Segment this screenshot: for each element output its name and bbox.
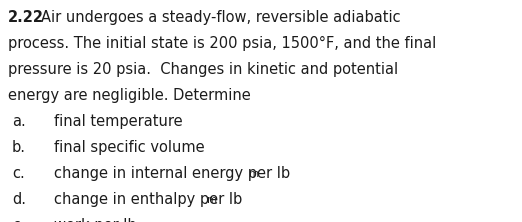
Text: pressure is 20 psia.  Changes in kinetic and potential: pressure is 20 psia. Changes in kinetic …: [8, 62, 398, 77]
Text: m: m: [249, 169, 259, 179]
Text: b.: b.: [12, 140, 26, 155]
Text: process. The initial state is 200 psia, 1500°F, and the final: process. The initial state is 200 psia, …: [8, 36, 436, 51]
Text: change in enthalpy per lb: change in enthalpy per lb: [54, 192, 242, 207]
Text: d.: d.: [12, 192, 26, 207]
Text: 2.22: 2.22: [8, 10, 44, 25]
Text: final temperature: final temperature: [54, 114, 183, 129]
Text: e.: e.: [12, 218, 26, 222]
Text: Air undergoes a steady-flow, reversible adiabatic: Air undergoes a steady-flow, reversible …: [41, 10, 400, 25]
Text: c.: c.: [12, 166, 25, 181]
Text: change in internal energy per lb: change in internal energy per lb: [54, 166, 290, 181]
Text: energy are negligible. Determine: energy are negligible. Determine: [8, 88, 251, 103]
Text: final specific volume: final specific volume: [54, 140, 205, 155]
Text: m: m: [207, 195, 217, 205]
Text: work per lb: work per lb: [54, 218, 137, 222]
Text: m: m: [121, 221, 131, 222]
Text: a.: a.: [12, 114, 26, 129]
